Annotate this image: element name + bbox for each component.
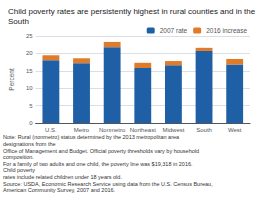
svg-text:designations from the: designations from the [3, 141, 56, 147]
svg-text:For a family of two adults and: For a family of two adults and one child… [3, 161, 194, 167]
svg-text:5: 5 [29, 103, 33, 109]
svg-text:West: West [228, 127, 242, 133]
svg-text:20: 20 [26, 50, 33, 56]
svg-text:Midwest: Midwest [162, 127, 184, 133]
svg-text:Child poverty: Child poverty [3, 167, 35, 173]
svg-text:Northeast: Northeast [130, 127, 156, 133]
svg-text:U.S.: U.S. [45, 127, 57, 133]
svg-text:15: 15 [26, 68, 33, 74]
svg-text:composition.: composition. [3, 154, 34, 160]
svg-text:rates include related children: rates include related children under 18 … [3, 174, 122, 180]
svg-text:Source: USDA, Economic Researc: Source: USDA, Economic Research Service … [3, 181, 213, 187]
svg-text:South: South [196, 127, 212, 133]
svg-text:0: 0 [29, 120, 33, 126]
svg-text:Office of Management and Budge: Office of Management and Budget. Officia… [3, 148, 201, 154]
svg-text:Percent: Percent [8, 68, 15, 91]
svg-text:Child poverty rates are persis: Child poverty rates are persistently hig… [8, 7, 256, 16]
svg-text:2007 rate: 2007 rate [160, 27, 188, 34]
svg-text:Note: Rural (nonmetro) status: Note: Rural (nonmetro) status determined… [3, 134, 181, 140]
svg-text:South: South [8, 17, 29, 26]
svg-text:25: 25 [26, 33, 33, 39]
svg-text:Metro: Metro [74, 127, 90, 133]
svg-text:American Community Survey, 200: American Community Survey, 2007 and 2016… [3, 187, 116, 193]
svg-text:2016 increase: 2016 increase [206, 27, 247, 34]
svg-text:10: 10 [26, 85, 33, 91]
svg-text:Nonmetro: Nonmetro [99, 127, 126, 133]
